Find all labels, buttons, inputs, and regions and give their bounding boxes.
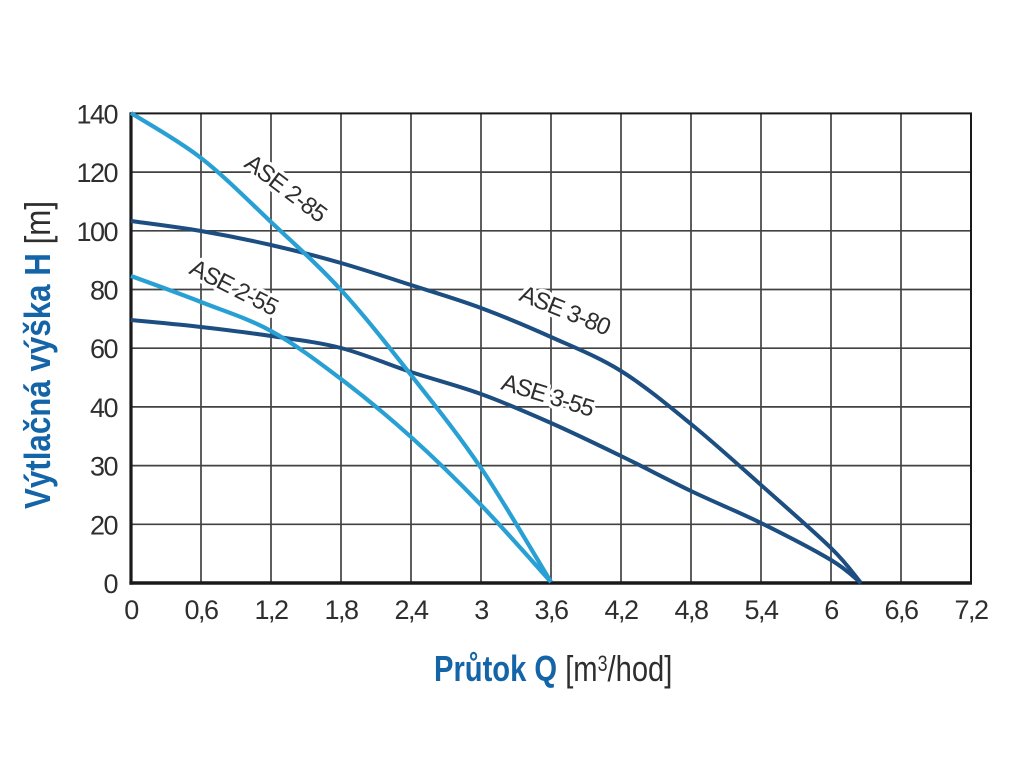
svg-text:30: 30 [90,452,118,482]
svg-text:6: 6 [824,595,838,625]
svg-text:Průtok Q [m3/hod]: Průtok Q [m3/hod] [434,648,672,689]
svg-text:0: 0 [124,595,138,625]
svg-text:1,2: 1,2 [254,595,288,625]
svg-text:120: 120 [76,158,117,188]
svg-text:5,4: 5,4 [744,595,779,625]
svg-text:80: 80 [90,276,118,306]
svg-text:6,6: 6,6 [884,595,918,625]
svg-text:40: 40 [90,393,118,423]
svg-text:60: 60 [90,334,118,364]
svg-text:4,2: 4,2 [604,595,638,625]
svg-text:7,2: 7,2 [954,595,988,625]
svg-text:3: 3 [474,595,488,625]
svg-text:2,4: 2,4 [394,595,429,625]
svg-text:20: 20 [90,510,118,540]
svg-text:0: 0 [103,569,117,599]
svg-text:3,6: 3,6 [534,595,568,625]
svg-text:100: 100 [76,217,117,247]
svg-text:0,6: 0,6 [184,595,218,625]
svg-text:4,8: 4,8 [674,595,708,625]
svg-text:Výtlačná výška H [m]: Výtlačná výška H [m] [18,201,59,509]
svg-text:140: 140 [76,99,117,129]
svg-text:1,8: 1,8 [324,595,358,625]
